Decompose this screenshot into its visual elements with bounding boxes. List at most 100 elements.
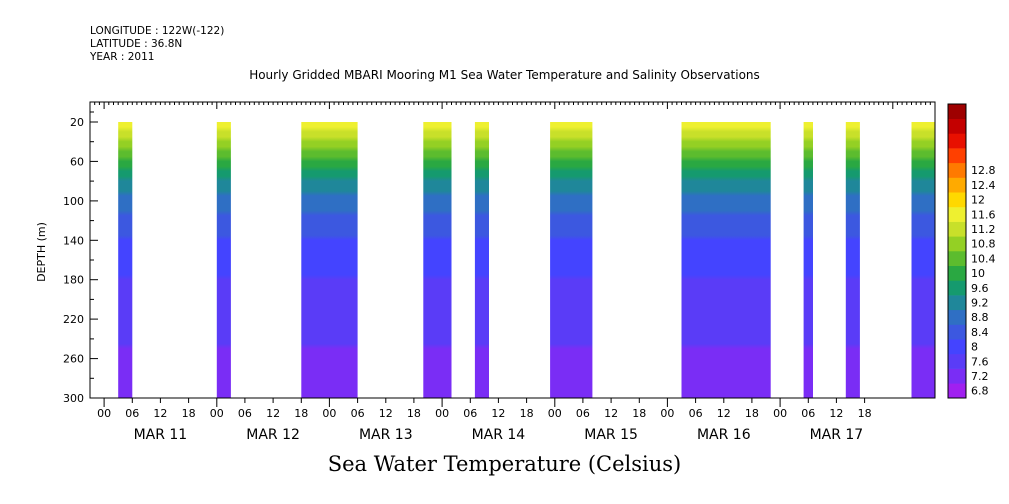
y-tick-label: 260 — [63, 353, 84, 366]
x-tick-label: 00 — [435, 407, 449, 420]
colorbar-label: 8.8 — [971, 311, 989, 324]
y-axis-label: DEPTH (m) — [35, 222, 48, 282]
y-tick-label: 220 — [63, 313, 84, 326]
x-tick-label: 12 — [604, 407, 618, 420]
chart-title: Hourly Gridded MBARI Mooring M1 Sea Wate… — [249, 68, 760, 82]
colorbar-cell — [948, 309, 966, 325]
data-segment-3 — [301, 122, 358, 398]
x-tick-label: 00 — [210, 407, 224, 420]
data-segment-5 — [474, 122, 489, 398]
colorbar-cell — [948, 206, 966, 222]
x-tick-label: 06 — [238, 407, 252, 420]
colorbar-label: 9.2 — [971, 297, 989, 310]
y-tick-label: 300 — [63, 392, 84, 405]
colorbar-cell — [948, 295, 966, 311]
day-label: MAR 14 — [472, 427, 526, 443]
colorbar-label: 12 — [971, 194, 985, 207]
colorbar-cell — [948, 236, 966, 252]
colorbar-label: 11.2 — [971, 223, 996, 236]
colorbar-label: 10 — [971, 267, 985, 280]
colorbar-label: 12.4 — [971, 179, 996, 192]
y-tick-label: 100 — [63, 195, 84, 208]
x-tick-label: 12 — [829, 407, 843, 420]
y-tick-label: 60 — [70, 155, 84, 168]
x-tick-label: 18 — [182, 407, 196, 420]
colorbar-label: 10.8 — [971, 238, 996, 251]
colorbar-cell — [948, 118, 966, 134]
x-tick-label: 18 — [294, 407, 308, 420]
variable-label: Sea Water Temperature (Celsius) — [327, 452, 682, 476]
colorbar-label: 7.2 — [971, 370, 989, 383]
colorbar-cell — [948, 192, 966, 208]
colorbar-cell — [948, 280, 966, 296]
colorbar-cell — [948, 368, 966, 384]
colorbar-label: 11.6 — [971, 208, 996, 221]
data-segment-8 — [803, 122, 813, 398]
x-tick-label: 18 — [632, 407, 646, 420]
x-tick-label: 18 — [520, 407, 534, 420]
day-label: MAR 12 — [246, 427, 300, 443]
colorbar: 6.8 7.2 7.68 8.4 8.89.2 9.6 10 10.410.8 11.2 11.6… — [947, 103, 996, 399]
x-tick-label: 12 — [153, 407, 167, 420]
y-tick-label: 180 — [63, 274, 84, 287]
x-tick-label: 00 — [773, 407, 787, 420]
data-segment-9 — [845, 122, 860, 398]
day-label: MAR 11 — [134, 427, 188, 443]
colorbar-frame — [947, 103, 967, 399]
x-tick-label: 12 — [717, 407, 731, 420]
x-tick-label: 00 — [322, 407, 336, 420]
y-tick-label: 20 — [70, 116, 84, 129]
colorbar-label: 7.6 — [971, 355, 989, 368]
data-segment-4 — [423, 122, 452, 398]
colorbar-cell — [948, 162, 966, 178]
colorbar-cell — [948, 104, 966, 119]
y-tick-label: 140 — [63, 234, 84, 247]
x-tick-label: 00 — [548, 407, 562, 420]
longitude-label: LONGITUDE : 122W(-122) — [90, 25, 225, 37]
data-segments — [118, 122, 935, 398]
x-tick-label: 12 — [266, 407, 280, 420]
day-label: MAR 16 — [697, 427, 751, 443]
axes: 00 06 12 18 00 06 12 18 00 06 12 18 00 06 12 18 00 06 12 18… — [63, 101, 936, 443]
colorbar-cell — [948, 133, 966, 149]
colorbar-label: 6.8 — [971, 385, 989, 398]
colorbar-label: 9.6 — [971, 282, 989, 295]
x-tick-label: 06 — [801, 407, 815, 420]
data-segment-2 — [216, 122, 231, 398]
x-tick-label: 18 — [407, 407, 421, 420]
data-segment-7 — [681, 122, 771, 398]
x-tick-label: 00 — [660, 407, 674, 420]
x-tick-label: 06 — [351, 407, 365, 420]
colorbar-label: 8.4 — [971, 326, 989, 339]
x-tick-label: 12 — [491, 407, 505, 420]
x-tick-label: 06 — [125, 407, 139, 420]
year-label: YEAR : 2011 — [90, 51, 155, 63]
data-segment-6 — [550, 122, 593, 398]
x-tick-label: 12 — [379, 407, 393, 420]
day-label: MAR 17 — [810, 427, 864, 443]
latitude-label: LATITUDE : 36.8N — [90, 38, 183, 50]
data-segment-1 — [118, 122, 133, 398]
x-tick-label: 06 — [463, 407, 477, 420]
data-segment-10 — [911, 122, 935, 398]
colorbar-cell — [948, 177, 966, 193]
x-tick-label: 18 — [858, 407, 872, 420]
colorbar-cell — [948, 353, 966, 369]
colorbar-cell — [948, 339, 966, 355]
colorbar-cell — [948, 324, 966, 340]
colorbar-cell — [948, 221, 966, 237]
x-tick-label: 00 — [97, 407, 111, 420]
colorbar-label: 10.4 — [971, 252, 996, 265]
colorbar-cell — [948, 383, 966, 399]
colorbar-cell — [948, 148, 966, 164]
colorbar-cell — [948, 265, 966, 281]
x-tick-label: 06 — [576, 407, 590, 420]
day-label: MAR 15 — [584, 427, 638, 443]
x-tick-label: 06 — [689, 407, 703, 420]
day-label: MAR 13 — [359, 427, 413, 443]
x-tick-label: 18 — [745, 407, 759, 420]
colorbar-label: 12.8 — [971, 164, 996, 177]
colorbar-cell — [948, 251, 966, 266]
colorbar-label: 8 — [971, 341, 978, 354]
